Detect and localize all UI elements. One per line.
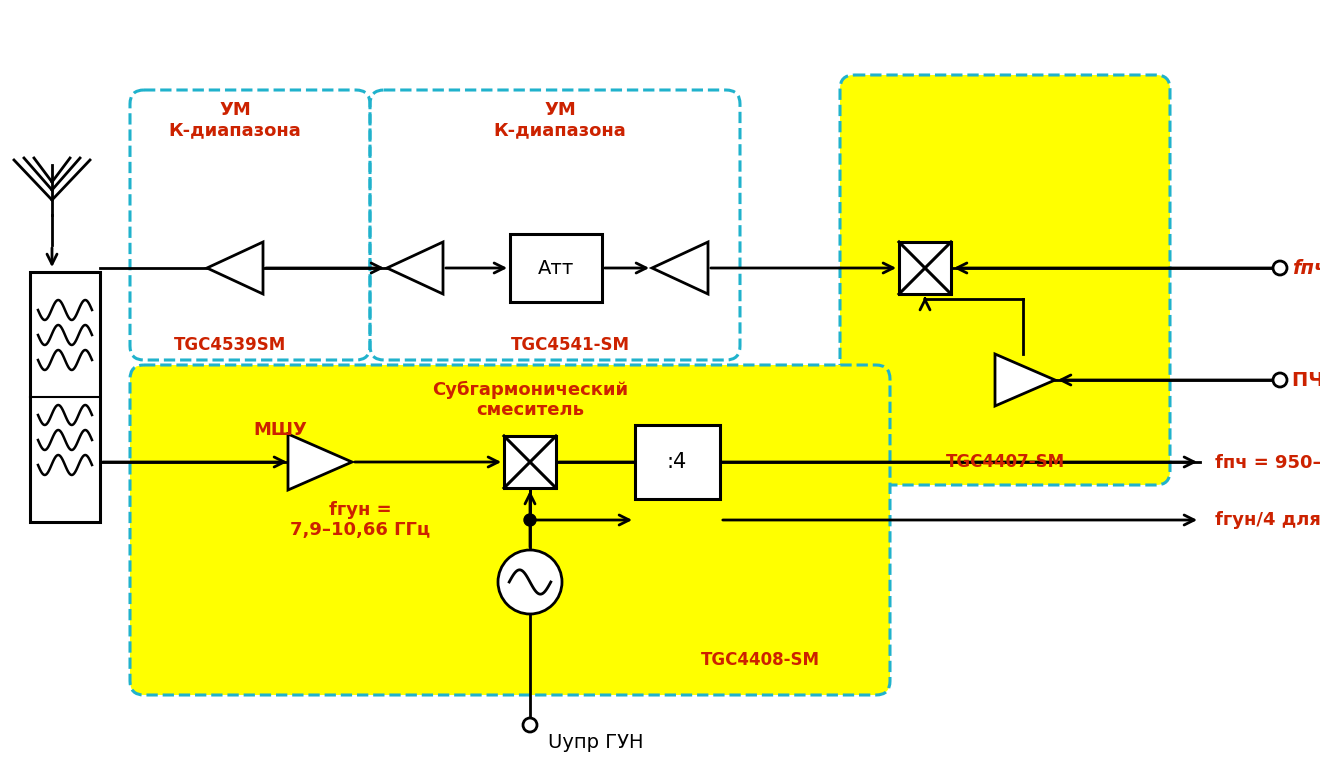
Circle shape bbox=[524, 514, 536, 526]
Text: :4: :4 bbox=[667, 452, 688, 472]
FancyBboxPatch shape bbox=[129, 365, 890, 695]
Polygon shape bbox=[995, 354, 1055, 406]
FancyBboxPatch shape bbox=[840, 75, 1170, 485]
Text: fпч: fпч bbox=[1292, 259, 1320, 277]
Polygon shape bbox=[207, 242, 263, 294]
Polygon shape bbox=[652, 242, 708, 294]
Polygon shape bbox=[288, 434, 352, 490]
Polygon shape bbox=[387, 242, 444, 294]
Text: fгун =
7,9–10,66 ГГц: fгун = 7,9–10,66 ГГц bbox=[290, 501, 430, 539]
Text: Субгармонический
смеситель: Субгармонический смеситель bbox=[432, 381, 628, 419]
Bar bbox=[899, 242, 950, 294]
Bar bbox=[30, 272, 100, 522]
Circle shape bbox=[1272, 261, 1287, 275]
Text: TGC4539SM: TGC4539SM bbox=[174, 336, 286, 354]
Bar bbox=[635, 425, 719, 499]
Text: TGC4408-SM: TGC4408-SM bbox=[701, 651, 820, 669]
Bar bbox=[510, 234, 602, 302]
Bar bbox=[504, 436, 556, 488]
Circle shape bbox=[523, 718, 537, 732]
Circle shape bbox=[498, 550, 562, 614]
Text: TGC4541-SM: TGC4541-SM bbox=[511, 336, 630, 354]
Text: Uупр ГУН: Uупр ГУН bbox=[548, 732, 644, 752]
Text: ПЧ ГУН: ПЧ ГУН bbox=[1292, 370, 1320, 390]
Text: УМ
К-диапазона: УМ К-диапазона bbox=[494, 101, 627, 140]
Circle shape bbox=[1272, 373, 1287, 387]
Text: Атт: Атт bbox=[537, 259, 574, 277]
Text: fгун/4 для ФАПЧ: fгун/4 для ФАПЧ bbox=[1214, 511, 1320, 529]
Text: МШУ: МШУ bbox=[253, 421, 308, 439]
Text: TGC4407-SM: TGC4407-SM bbox=[945, 453, 1064, 471]
Text: fпч = 950–1950 МГц: fпч = 950–1950 МГц bbox=[1214, 453, 1320, 471]
Text: УМ
К-диапазона: УМ К-диапазона bbox=[169, 101, 301, 140]
